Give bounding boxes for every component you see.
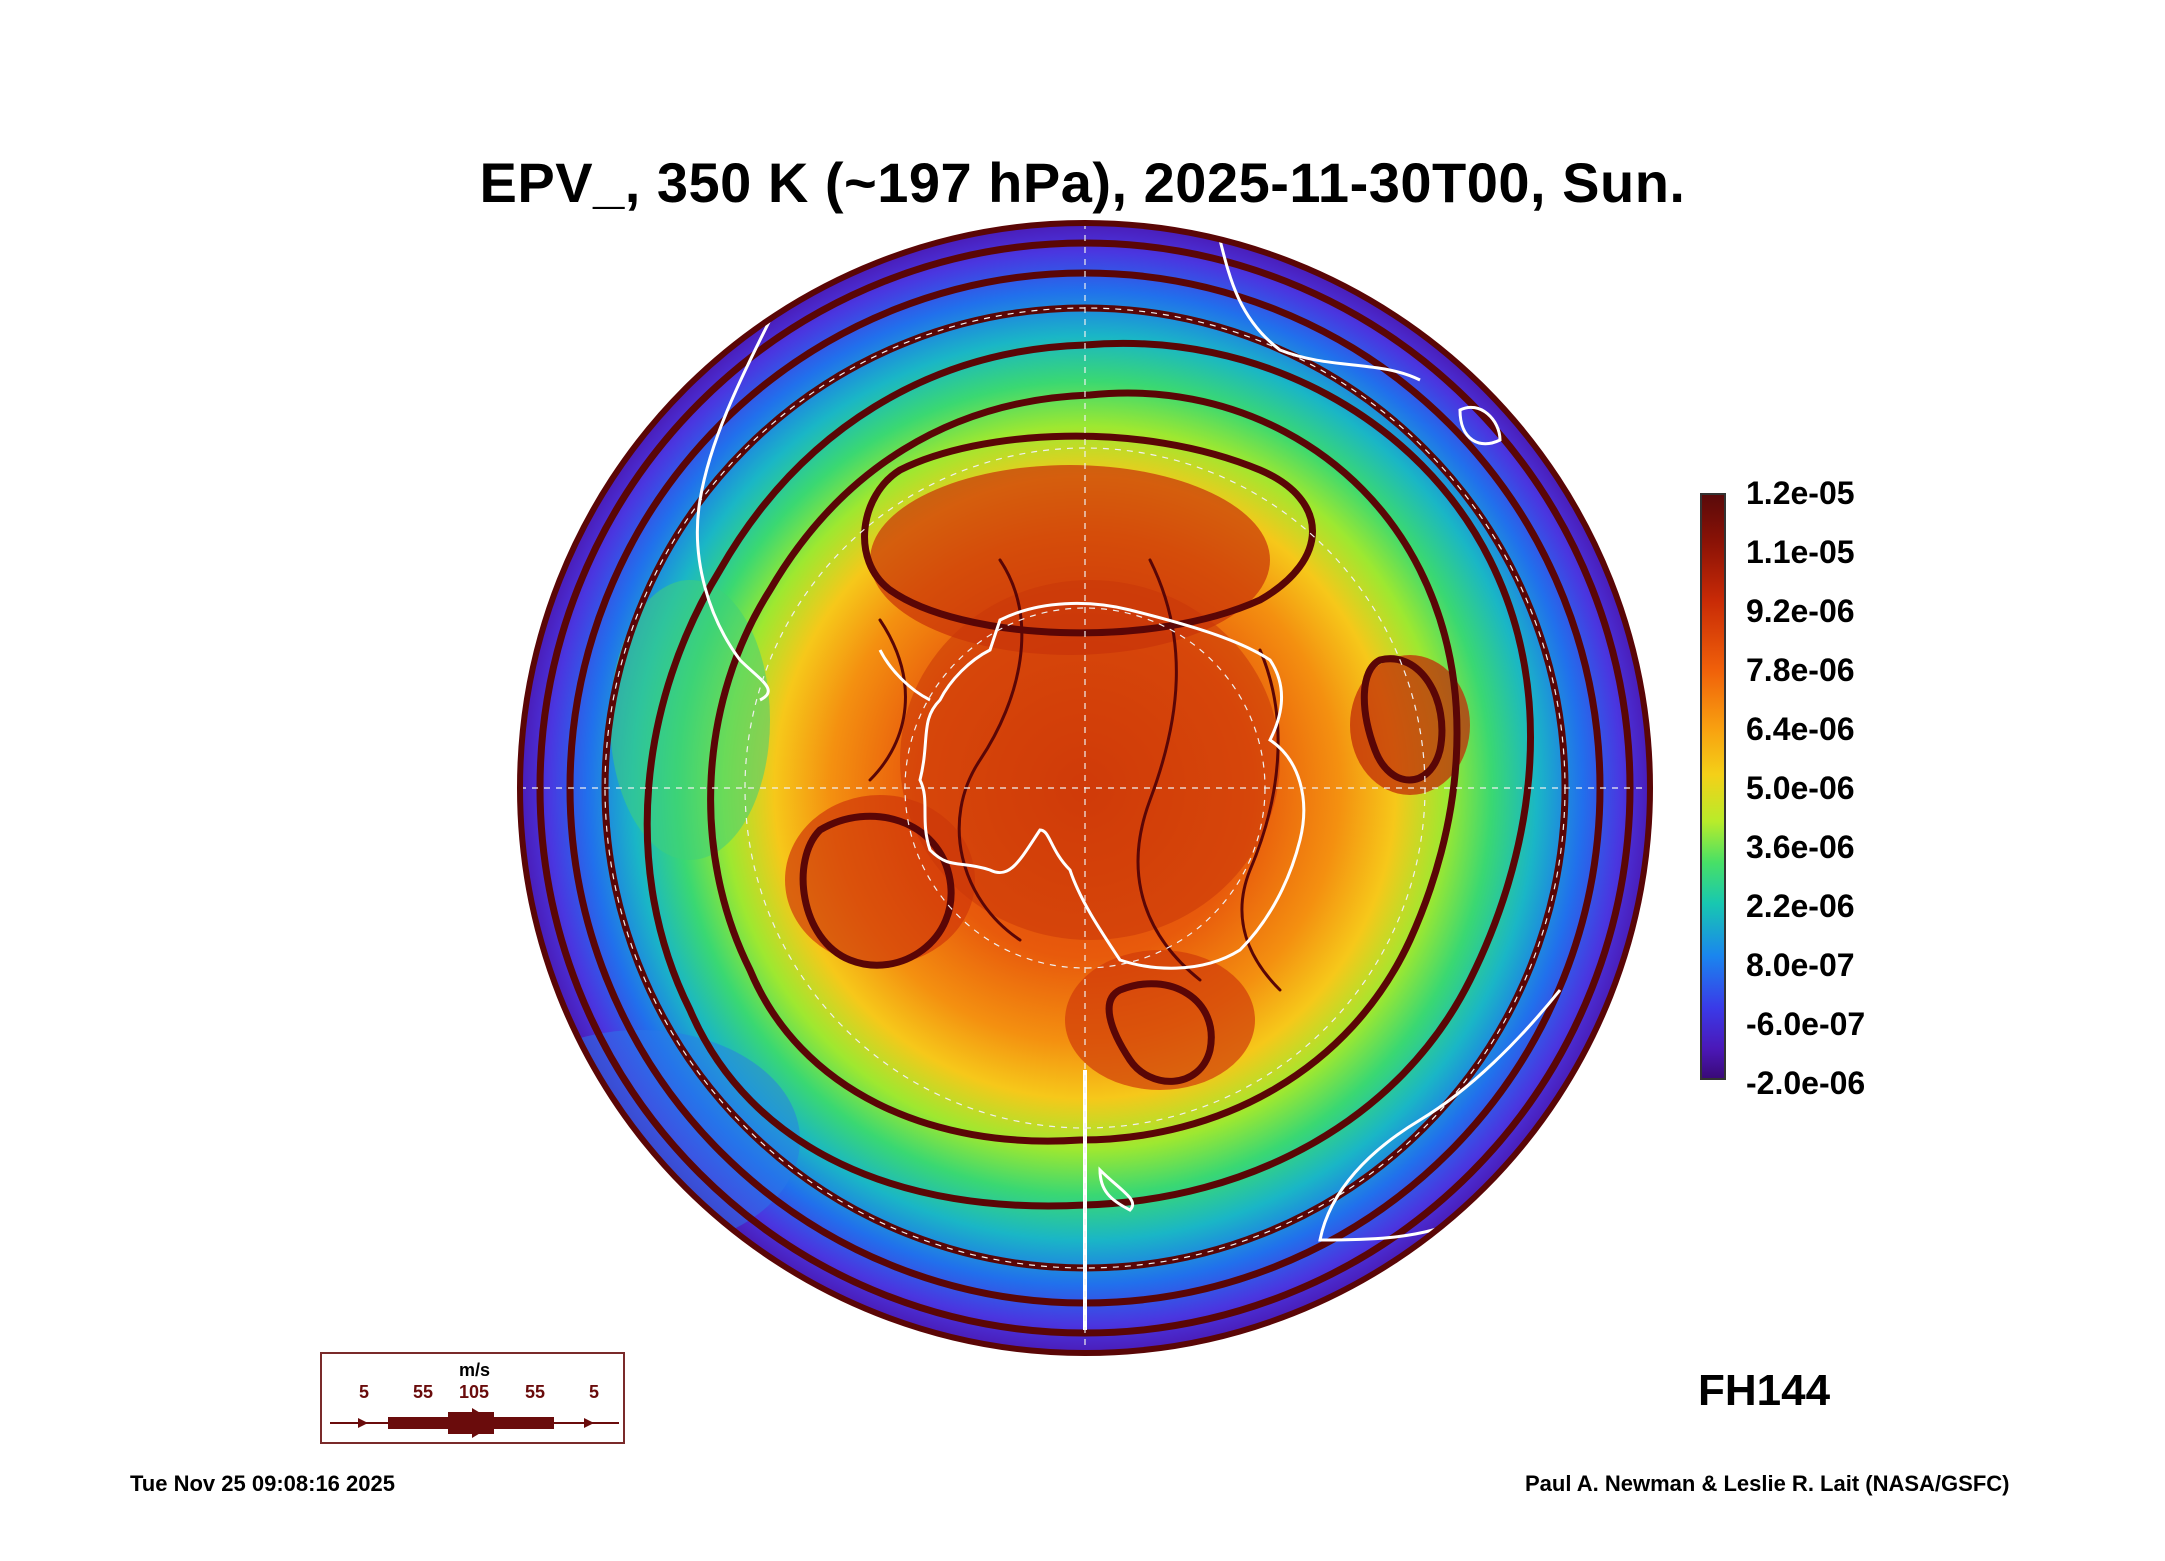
streamline-inner-3 (1240, 648, 1282, 992)
streamline-eddy-south (1105, 980, 1215, 1085)
new-zealand-coast (1098, 1166, 1135, 1212)
wind-legend-arrowhead-1 (358, 1418, 368, 1428)
page-title: EPV_, 350 K (~197 hPa), 2025-11-30T00, S… (479, 151, 1686, 214)
antarctic-peninsula (878, 649, 931, 702)
wind-legend-speed-4: 55 (524, 1382, 546, 1402)
streamline-wave-3 (861, 432, 1316, 637)
wind-legend-speed-5: 5 (588, 1382, 599, 1402)
forecast-hour-label: FH144 (1698, 1366, 1831, 1415)
madagascar-coast (1458, 405, 1502, 446)
wind-legend-speed-3: 105 (458, 1382, 490, 1402)
streamline-inner-4 (868, 618, 907, 782)
generation-timestamp: Tue Nov 25 09:08:16 2025 (130, 1471, 395, 1496)
colorbar (1700, 493, 1726, 1080)
disc-edge (517, 220, 1653, 1356)
wind-legend-unit: m/s (458, 1360, 491, 1380)
wind-legend-band-3 (494, 1417, 554, 1429)
credit-line: Paul A. Newman & Leslie R. Lait (NASA/GS… (1525, 1471, 2010, 1496)
south-america-coast (695, 319, 772, 702)
high-pv-lobe-south (1065, 950, 1255, 1090)
colorbar-tick-label: 7.8e-06 (1746, 652, 1855, 688)
wind-legend-arrow (330, 1408, 619, 1438)
colorbar-tick-label: 1.1e-05 (1746, 534, 1855, 570)
streamline-eddy-west (799, 812, 955, 969)
wind-legend-speed-2: 55 (412, 1382, 434, 1402)
wind-speed-legend: m/s 5 55 105 55 5 (320, 1352, 625, 1444)
colorbar-tick-label: 9.2e-06 (1746, 593, 1855, 629)
wind-legend-arrowhead-center (472, 1408, 497, 1438)
colorbar-tick-label: -2.0e-06 (1746, 1065, 1866, 1101)
colorbar-tick-label: 1.2e-05 (1746, 475, 1855, 511)
antarctica-coast (918, 601, 1306, 970)
colorbar-tick-label: -6.0e-07 (1746, 1006, 1866, 1042)
streamline-inner-1 (957, 558, 1024, 942)
streamline-inner-2 (1136, 558, 1202, 982)
colorbar-tick-label: 6.4e-06 (1746, 711, 1855, 747)
colorbar-tick-label: 3.6e-06 (1746, 829, 1855, 865)
colorbar-tick-label: 5.0e-06 (1746, 770, 1855, 806)
wind-legend-arrowhead-2 (584, 1418, 594, 1428)
colorbar-tick-label: 2.2e-06 (1746, 888, 1855, 924)
colorbar-tick-label: 8.0e-07 (1746, 947, 1855, 983)
high-pv-core (900, 580, 1280, 940)
graticule (520, 223, 1650, 1353)
wind-legend-speed-1: 5 (358, 1382, 369, 1402)
streamline-eddy-east (1360, 655, 1446, 784)
streamline-wave-2 (707, 389, 1461, 1145)
wind-legend-band-1 (388, 1417, 448, 1429)
